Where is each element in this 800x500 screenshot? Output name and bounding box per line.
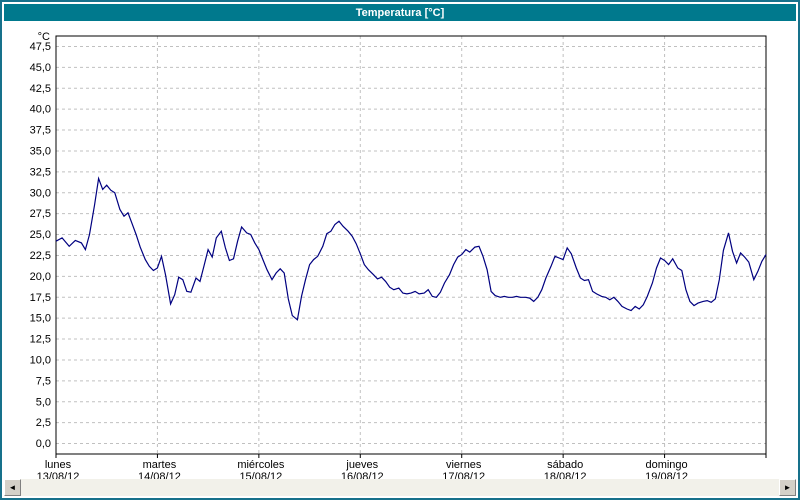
x-day-label: domingo [645,459,687,471]
plot-border [55,35,767,455]
y-tick-label: 42,5 [30,83,51,95]
x-day-label: martes [143,459,177,471]
x-day-label: miércoles [237,459,285,471]
y-tick-label: 25,0 [30,229,51,241]
y-tick-label: 45,0 [30,62,51,74]
y-tick-label: 12,5 [30,334,51,346]
y-tick-label: 20,0 [30,271,51,283]
temperature-chart: 47,5 45,0 42,5 40,0 37,5 35,0 32,5 30,0 27,5 25,0… [30,31,767,483]
scroll-left-button[interactable]: ◄ [4,479,21,496]
y-tick-label: 35,0 [30,145,51,157]
y-axis-unit-label: °C [38,31,50,43]
y-tick-label: 27,5 [30,208,51,220]
y-tick-label: 32,5 [30,166,51,178]
y-tick-label: 2,5 [36,417,51,429]
x-day-label: jueves [345,459,378,471]
y-tick-label: 5,0 [36,396,51,408]
y-tick-label: 30,0 [30,187,51,199]
x-day-label: sábado [547,459,583,471]
y-tick-label: 37,5 [30,125,51,137]
scroll-right-button[interactable]: ► [779,479,796,496]
y-tick-label: 47,5 [30,41,51,53]
y-tick-label: 7,5 [36,375,51,387]
scrollbar-track[interactable] [21,479,779,496]
horizontal-scrollbar[interactable]: ◄ ► [4,479,796,496]
y-tick-label: 17,5 [30,292,51,304]
y-tick-label: 0,0 [36,438,51,450]
window-title: Temperatura [°C] [355,6,445,19]
y-tick-label: 22,5 [30,250,51,262]
scroll-left-arrow-icon: ◄ [8,483,17,492]
y-tick-label: 10,0 [30,354,51,366]
chart-panel: 47,5 45,0 42,5 40,0 37,5 35,0 32,5 30,0 27,5 25,0… [4,24,796,483]
y-tick-label: 15,0 [30,313,51,325]
x-day-label: lunes [45,459,72,471]
grid-layer [56,36,766,454]
title-bar: Temperatura [°C] [4,4,796,21]
x-day-label: viernes [446,459,482,471]
axis-labels: 47,5 45,0 42,5 40,0 37,5 35,0 32,5 30,0 27,5 25,0… [30,31,767,483]
scroll-right-arrow-icon: ► [783,483,792,492]
temperature-series-line [55,176,767,321]
y-tick-label: 40,0 [30,104,51,116]
